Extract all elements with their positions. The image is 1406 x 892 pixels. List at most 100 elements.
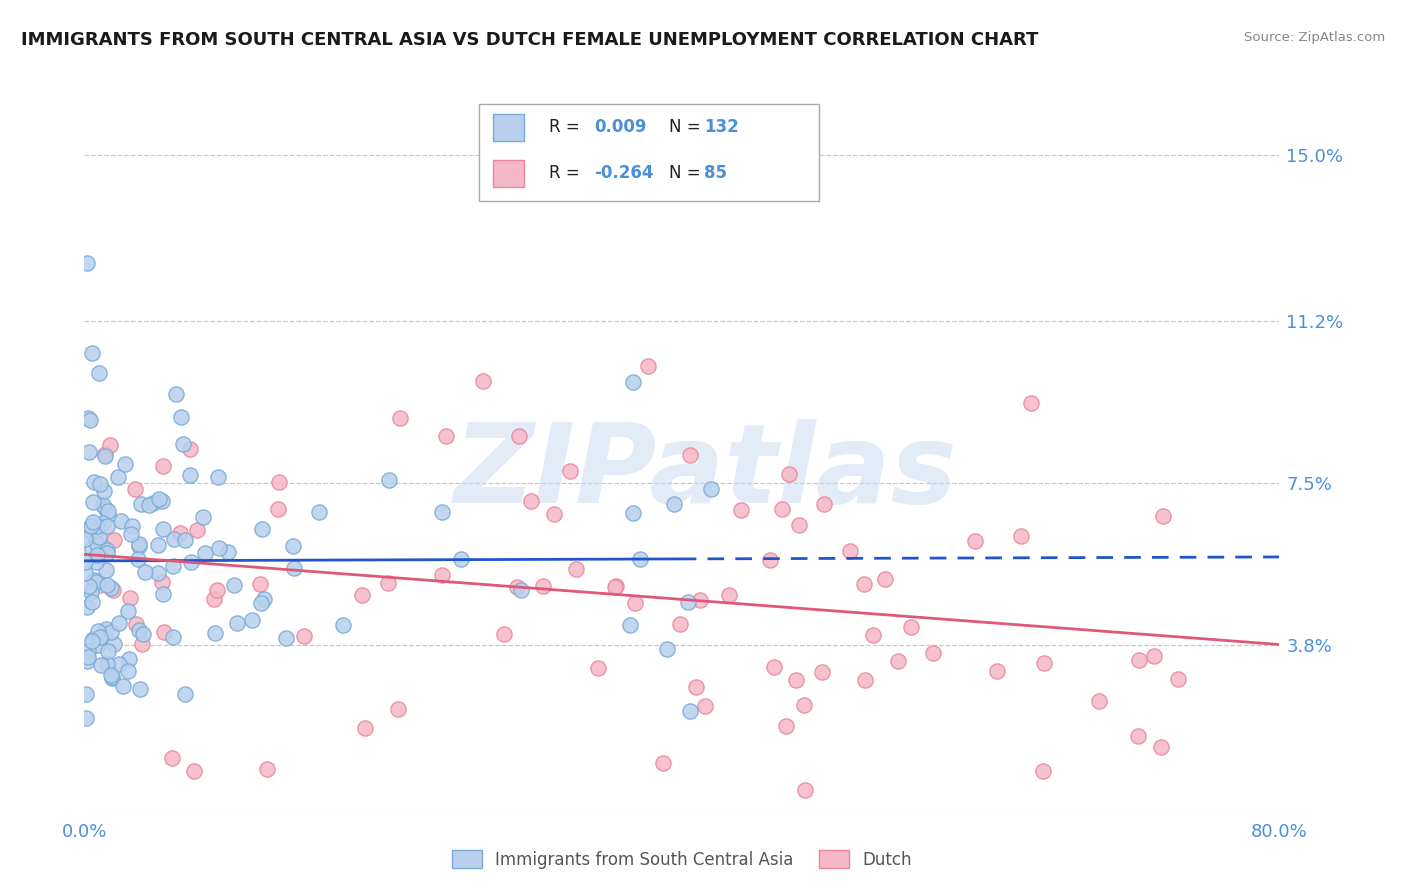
Point: [560, 464, 582, 478]
Point: [150, 574, 173, 589]
Point: [900, 620, 922, 634]
Point: [90, 658, 112, 673]
Point: [621, 506, 644, 520]
Point: [93, 516, 115, 530]
Point: [77, 579, 100, 593]
Point: [89, 476, 111, 491]
Point: [170, 409, 193, 424]
Point: [100, 438, 122, 452]
Point: [96, 519, 118, 533]
Point: [152, 458, 174, 473]
Point: [679, 449, 702, 463]
Point: [695, 699, 717, 714]
Point: [637, 359, 659, 373]
Point: [76, 654, 98, 668]
Text: 0.009: 0.009: [595, 119, 647, 136]
Point: [101, 672, 124, 686]
Point: [256, 762, 278, 776]
Point: [103, 533, 125, 548]
Point: [787, 517, 810, 532]
Point: [82, 632, 104, 646]
Point: [76, 650, 98, 665]
Point: [87, 530, 110, 544]
Point: [89, 578, 111, 592]
Point: [758, 552, 780, 566]
Point: [281, 539, 304, 553]
Point: [75, 711, 97, 725]
Point: [107, 469, 129, 483]
Point: [430, 568, 453, 582]
Point: [763, 659, 786, 673]
Point: [100, 624, 122, 639]
Point: [93, 483, 115, 498]
Point: [120, 527, 142, 541]
Point: [283, 561, 305, 575]
Point: [97, 508, 120, 523]
Point: [96, 546, 118, 560]
Point: [96, 657, 118, 672]
Point: [146, 538, 169, 552]
Point: [862, 628, 884, 642]
Point: [267, 475, 290, 490]
Point: [117, 604, 139, 618]
Point: [75, 556, 97, 570]
Point: [162, 751, 184, 765]
Point: [83, 528, 105, 542]
Point: [94, 500, 117, 515]
Legend: Immigrants from South Central Asia, Dutch: Immigrants from South Central Asia, Dutc…: [446, 844, 918, 876]
Point: [152, 522, 174, 536]
Text: R =: R =: [550, 119, 579, 136]
Point: [77, 522, 100, 536]
Point: [128, 536, 150, 550]
Point: [621, 375, 644, 389]
Point: [508, 428, 530, 442]
Point: [389, 411, 412, 425]
Text: Source: ZipAtlas.com: Source: ZipAtlas.com: [1244, 31, 1385, 45]
Text: N =: N =: [669, 119, 700, 136]
Point: [1152, 508, 1174, 523]
Point: [250, 522, 273, 536]
Point: [586, 661, 609, 675]
Point: [813, 497, 835, 511]
Point: [91, 540, 114, 554]
Point: [134, 566, 156, 580]
Point: [510, 582, 533, 597]
Point: [676, 595, 699, 609]
Point: [108, 657, 131, 671]
Point: [73, 566, 96, 580]
Point: [183, 764, 205, 778]
Point: [94, 450, 117, 464]
Point: [91, 498, 114, 512]
Point: [75, 532, 97, 546]
Point: [82, 542, 104, 557]
Point: [838, 544, 860, 558]
Point: [152, 586, 174, 600]
Point: [87, 366, 110, 380]
Point: [1167, 672, 1189, 686]
Point: [117, 664, 139, 678]
Point: [267, 502, 290, 516]
Point: [1019, 396, 1042, 410]
Point: [887, 654, 910, 668]
Point: [94, 563, 117, 577]
Point: [80, 633, 103, 648]
Point: [84, 555, 107, 569]
Point: [240, 613, 263, 627]
Point: [624, 596, 647, 610]
Point: [83, 475, 105, 489]
Point: [172, 437, 194, 451]
Point: [685, 680, 707, 694]
Point: [605, 579, 627, 593]
Point: [377, 575, 399, 590]
Point: [179, 442, 201, 456]
Point: [873, 572, 896, 586]
Point: [103, 637, 125, 651]
Point: [1033, 656, 1056, 670]
Text: R =: R =: [550, 164, 579, 182]
Point: [506, 580, 529, 594]
Point: [138, 498, 160, 512]
Point: [114, 457, 136, 471]
Point: [100, 670, 122, 684]
Point: [86, 536, 108, 550]
Point: [127, 552, 149, 566]
